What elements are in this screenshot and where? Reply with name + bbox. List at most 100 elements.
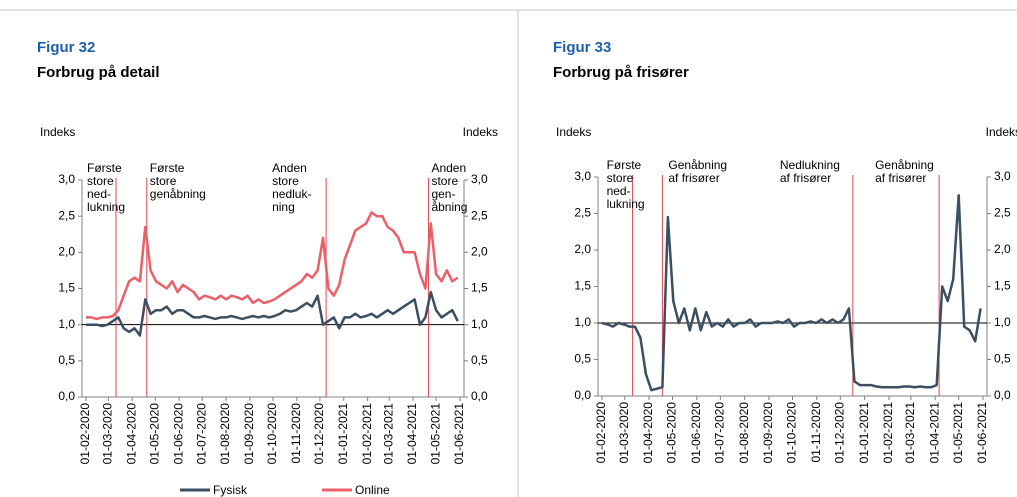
annotation-text: Nedlukning bbox=[780, 158, 840, 172]
annotation-text: store bbox=[150, 174, 177, 188]
x-tick-label: 01-02-2020 bbox=[78, 403, 92, 465]
annotation-text: Første bbox=[150, 161, 185, 175]
annotation-text: lukning bbox=[607, 197, 645, 211]
y2-tick-label: 0,0 bbox=[471, 389, 488, 403]
x-tick-label: 01-09-2020 bbox=[242, 403, 256, 465]
annotation-text: store bbox=[272, 174, 299, 188]
y2-tick-label: 2,5 bbox=[994, 206, 1011, 220]
y2-tick-label: 0,5 bbox=[994, 352, 1011, 366]
y2-tick-label: 3,0 bbox=[994, 169, 1011, 183]
x-tick-label: 01-06-2020 bbox=[689, 402, 703, 464]
annotation-text: genåbning bbox=[150, 187, 206, 201]
y2-tick-label: 1,0 bbox=[471, 317, 488, 331]
y-tick-label: 0,0 bbox=[574, 388, 591, 402]
y-tick-label: 1,0 bbox=[58, 317, 75, 331]
x-tick-label: 01-04-2020 bbox=[124, 403, 138, 465]
y2-tick-label: 0,5 bbox=[471, 353, 488, 367]
annotation-text: ning bbox=[272, 200, 295, 214]
y2-tick-label: 2,0 bbox=[471, 245, 488, 259]
x-tick-label: 01-02-2020 bbox=[594, 402, 608, 464]
y-tick-label: 1,5 bbox=[574, 279, 591, 293]
annotation-text: af frisører bbox=[780, 171, 831, 185]
chart-title: Forbrug på frisører bbox=[553, 64, 689, 81]
x-tick-label: 01-03-2021 bbox=[381, 403, 395, 465]
x-tick-label: 01-10-2020 bbox=[265, 403, 279, 465]
x-tick-label: 01-09-2020 bbox=[761, 402, 775, 464]
x-tick-label: 01-04-2020 bbox=[641, 402, 655, 464]
x-tick-label: 01-05-2021 bbox=[951, 402, 965, 464]
y-axis-label: Indeks bbox=[40, 125, 75, 139]
annotation-text: Genåbning bbox=[668, 158, 727, 172]
annotation-text: nedluk- bbox=[272, 187, 311, 201]
x-tick-label: 01-07-2020 bbox=[713, 402, 727, 464]
y2-tick-label: 2,0 bbox=[994, 242, 1011, 256]
annotation-text: af frisører bbox=[668, 171, 719, 185]
chart-title: Forbrug på detail bbox=[37, 64, 160, 81]
y-tick-label: 2,0 bbox=[574, 242, 591, 256]
x-tick-label: 01-02-2021 bbox=[360, 403, 374, 465]
x-tick-label: 01-11-2020 bbox=[289, 403, 303, 464]
series-line bbox=[86, 290, 459, 337]
x-tick-label: 01-11-2020 bbox=[809, 402, 823, 463]
x-tick-label: 01-06-2021 bbox=[975, 402, 989, 464]
y-tick-label: 2,5 bbox=[58, 208, 75, 222]
x-tick-label: 01-01-2021 bbox=[336, 403, 350, 465]
y2-tick-label: 1,5 bbox=[471, 281, 488, 295]
annotation-text: Anden bbox=[431, 161, 466, 175]
y2-axis-label: Indeks bbox=[463, 125, 498, 139]
x-tick-label: 01-12-2020 bbox=[312, 403, 326, 465]
x-tick-label: 01-10-2020 bbox=[785, 402, 799, 464]
y-tick-label: 2,0 bbox=[58, 245, 75, 259]
y-tick-label: 3,0 bbox=[574, 169, 591, 183]
x-tick-label: 01-04-2021 bbox=[405, 403, 419, 465]
y2-tick-label: 1,5 bbox=[994, 279, 1011, 293]
x-tick-label: 01-08-2020 bbox=[218, 403, 232, 465]
y2-tick-label: 0,0 bbox=[994, 388, 1011, 402]
figure-label: Figur 32 bbox=[37, 39, 95, 56]
x-tick-label: 01-08-2020 bbox=[737, 402, 751, 464]
x-tick-label: 01-02-2021 bbox=[881, 402, 895, 464]
annotation-text: gen- bbox=[431, 187, 455, 201]
x-tick-label: 01-12-2020 bbox=[832, 402, 846, 464]
annotation-text: åbning bbox=[431, 200, 467, 214]
annotation-text: ned- bbox=[87, 187, 111, 201]
x-tick-label: 01-01-2021 bbox=[857, 402, 871, 464]
x-tick-label: 01-05-2021 bbox=[428, 403, 442, 465]
x-tick-label: 01-03-2021 bbox=[903, 402, 917, 464]
series-line bbox=[601, 194, 982, 392]
y2-tick-label: 1,0 bbox=[994, 315, 1011, 329]
y-tick-label: 0,0 bbox=[58, 389, 75, 403]
y2-axis-label: Indeks bbox=[986, 125, 1017, 139]
y2-tick-label: 3,0 bbox=[471, 172, 488, 186]
y-tick-label: 3,0 bbox=[58, 172, 75, 186]
annotation-text: af frisører bbox=[875, 171, 926, 185]
x-tick-label: 01-07-2020 bbox=[194, 403, 208, 465]
x-tick-label: 01-05-2020 bbox=[665, 402, 679, 464]
annotation-text: Første bbox=[607, 158, 642, 172]
y-tick-label: 0,5 bbox=[58, 353, 75, 367]
annotation-text: Genåbning bbox=[875, 158, 934, 172]
y-tick-label: 1,5 bbox=[58, 281, 75, 295]
annotation-text: store bbox=[87, 174, 114, 188]
x-tick-label: 01-03-2020 bbox=[100, 403, 114, 465]
y-tick-label: 1,0 bbox=[574, 315, 591, 329]
annotation-text: Anden bbox=[272, 161, 307, 175]
figure-label: Figur 33 bbox=[553, 39, 611, 56]
y-tick-label: 0,5 bbox=[574, 352, 591, 366]
y-tick-label: 2,5 bbox=[574, 206, 591, 220]
x-tick-label: 01-06-2020 bbox=[171, 403, 185, 465]
x-tick-label: 01-05-2020 bbox=[147, 403, 161, 465]
x-tick-label: 01-06-2021 bbox=[452, 403, 466, 465]
annotation-text: store bbox=[431, 174, 458, 188]
annotation-text: ned- bbox=[607, 184, 631, 198]
y-axis-label: Indeks bbox=[556, 125, 591, 139]
y2-tick-label: 2,5 bbox=[471, 208, 488, 222]
x-tick-label: 01-04-2021 bbox=[927, 402, 941, 464]
legend-label: Fysisk bbox=[213, 483, 248, 497]
annotation-text: lukning bbox=[87, 200, 125, 214]
annotation-text: store bbox=[607, 171, 634, 185]
series-line bbox=[86, 211, 459, 321]
annotation-text: Første bbox=[87, 161, 122, 175]
legend-label: Online bbox=[355, 483, 390, 497]
